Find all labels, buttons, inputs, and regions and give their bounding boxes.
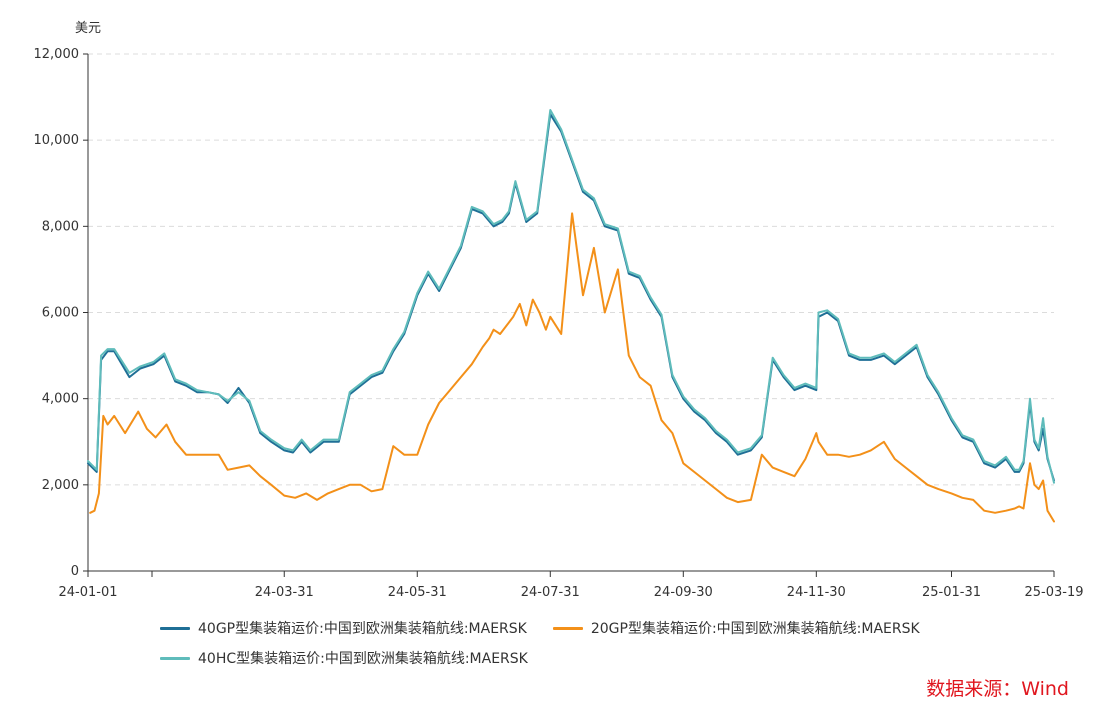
- x-tick-label: 25-03-19: [1024, 585, 1083, 600]
- gridlines: [88, 53, 1054, 486]
- series-line-2: [87, 109, 1055, 484]
- legend-label-40hc: 40HC型集装箱运价:中国到欧洲集装箱航线:MAERSK: [198, 651, 528, 667]
- y-tick-label: 2,000: [42, 478, 79, 493]
- x-tick-label: 24-05-31: [388, 585, 447, 600]
- y-axis-label: 美元: [75, 21, 101, 36]
- legend: 40GP型集装箱运价:中国到欧洲集装箱航线:MAERSK 20GP型集装箱运价:…: [160, 618, 980, 678]
- x-tick-label: 24-09-30: [654, 585, 713, 600]
- legend-label-40gp: 40GP型集装箱运价:中国到欧洲集装箱航线:MAERSK: [198, 621, 527, 637]
- legend-swatch-40hc: [160, 656, 190, 660]
- y-tick-label: 10,000: [34, 133, 80, 148]
- legend-item-20gp[interactable]: 20GP型集装箱运价:中国到欧洲集装箱航线:MAERSK: [552, 618, 920, 638]
- legend-swatch-20gp: [552, 626, 583, 630]
- legend-label-20gp: 20GP型集装箱运价:中国到欧洲集装箱航线:MAERSK: [590, 621, 920, 637]
- data-source-note: 数据来源：Wind: [926, 678, 1069, 700]
- series-line-1: [89, 212, 1055, 523]
- x-tick-label: 24-01-01: [58, 585, 117, 600]
- y-tick-label: 6,000: [42, 306, 79, 321]
- series-line-0: [87, 113, 1055, 482]
- y-tick-label: 4,000: [42, 392, 79, 407]
- x-tick-label: 24-11-30: [787, 585, 846, 600]
- y-tick-label: 12,000: [34, 47, 80, 62]
- y-tick-label: 0: [71, 564, 79, 579]
- legend-item-40hc[interactable]: 40HC型集装箱运价:中国到欧洲集装箱航线:MAERSK: [160, 648, 528, 668]
- legend-item-40gp[interactable]: 40GP型集装箱运价:中国到欧洲集装箱航线:MAERSK: [160, 618, 527, 638]
- series-lines: [87, 109, 1055, 523]
- x-tick-label: 24-03-31: [255, 585, 314, 600]
- axes: 0 2,000 4,000 6,000 8,000 10,000 12,000 24-01-0…: [34, 47, 1084, 600]
- x-tick-label: 25-01-31: [922, 585, 981, 600]
- x-tick-label: 24-07-31: [521, 585, 580, 600]
- legend-swatch-40gp: [160, 626, 190, 630]
- y-tick-label: 8,000: [42, 219, 79, 234]
